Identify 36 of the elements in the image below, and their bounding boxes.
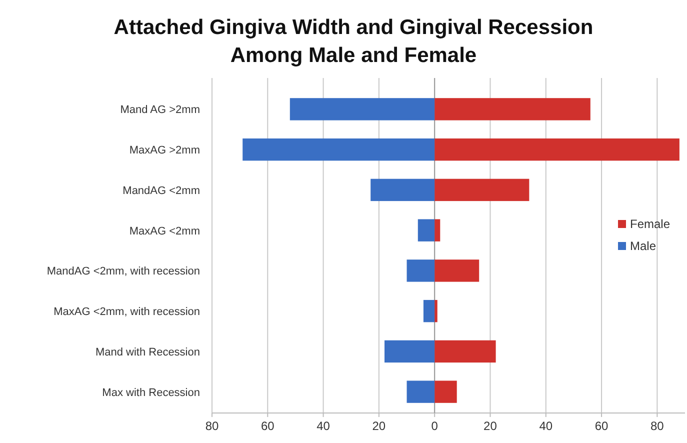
x-tick-label: 80 [205,419,219,433]
bar [434,340,496,363]
bar [434,380,457,403]
bar [434,98,590,120]
legend-label: Female [630,217,670,231]
x-tick-label: 80 [650,419,664,433]
y-tick-label: MandAG <2mm, with recession [46,266,200,278]
x-tick-label: 40 [539,419,553,433]
chart-title: Attached Gingiva Width and Gingival Recession Among Male and Female [114,16,594,67]
y-tick-label: Mand AG >2mm [120,104,200,116]
x-tick-label: 0 [431,419,438,433]
x-tick-label: 60 [260,419,275,433]
x-tick-label: 20 [372,419,386,433]
x-tick-label: 60 [594,419,609,433]
y-tick-label: MaxAG <2mm [129,225,200,238]
bar [384,340,435,363]
y-tick-label: MaxAG >2mm [129,144,200,157]
bar [242,138,435,161]
bar [418,219,435,242]
bar [406,380,435,403]
bar [434,219,440,242]
y-tick-label: MandAG <2mm [122,184,200,197]
x-tick-label: 20 [484,419,498,433]
y-tick-label: Max with Recession [102,386,200,399]
y-tick-label: Mand with Recession [95,346,200,358]
legend-label: Male [630,239,656,253]
x-tick-label: 40 [316,419,330,433]
bar [290,98,435,120]
y-tick-label: MaxAG <2mm, with recession [54,306,200,318]
bar [370,178,435,202]
bar [434,300,438,322]
bar [434,178,530,202]
bar [406,260,435,282]
bar [434,260,480,282]
bar [423,300,435,322]
bar [434,138,680,161]
